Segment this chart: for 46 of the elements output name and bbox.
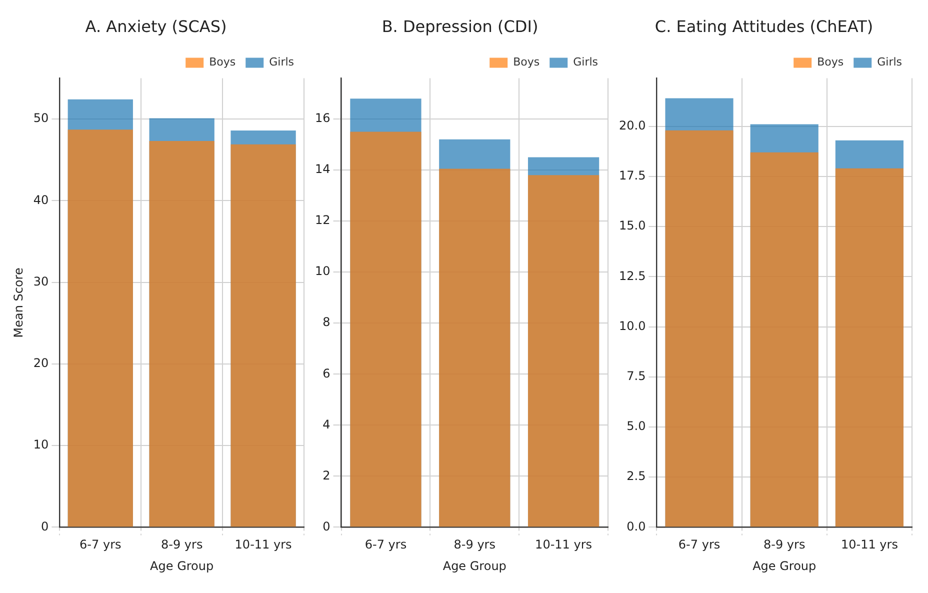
y-tick-label: 10.0: [619, 318, 646, 333]
legend-label: Boys: [209, 56, 236, 69]
x-tick-label: 10-11 yrs: [234, 538, 292, 552]
x-tick-label: 8-9 yrs: [454, 538, 496, 552]
y-tick-label: 4: [322, 417, 330, 432]
legend-label: Boys: [817, 56, 844, 69]
y-tick-label: 15.0: [619, 218, 646, 233]
legend-label: Girls: [877, 56, 902, 69]
x-axis-title: Age Group: [442, 558, 506, 573]
x-tick-label: 6-7 yrs: [364, 538, 407, 552]
legend-label: Girls: [573, 56, 598, 69]
y-tick-label: 2: [322, 468, 330, 482]
x-tick-label: 8-9 yrs: [160, 538, 203, 552]
x-tick-label: 8-9 yrs: [764, 538, 806, 552]
chart-title: A. Anxiety (SCAS): [85, 16, 227, 36]
y-axis-title: Mean Score: [11, 268, 26, 338]
y-tick-label: 50: [33, 111, 49, 126]
y-tick-label: 0: [322, 519, 330, 534]
y-tick-label: 2.5: [626, 469, 646, 484]
y-tick-label: 6: [322, 366, 330, 380]
y-tick-label: 40: [33, 192, 49, 207]
y-tick-label: 7.5: [626, 368, 646, 383]
y-tick-label: 8: [322, 315, 330, 330]
y-tick-label: 12.5: [619, 268, 646, 283]
y-tick-label: 10: [314, 264, 330, 278]
y-tick-label: 30: [33, 274, 49, 288]
x-axis-title: Age Group: [752, 558, 816, 573]
x-tick-label: 10-11 yrs: [840, 538, 898, 552]
y-tick-label: 0: [41, 519, 49, 534]
y-tick-label: 17.5: [619, 168, 646, 183]
legend-label: Boys: [513, 56, 540, 69]
x-axis-title: Age Group: [150, 558, 214, 573]
y-tick-label: 14: [314, 162, 330, 176]
y-tick-label: 5.0: [626, 419, 646, 434]
y-tick-label: 20.0: [619, 118, 646, 132]
y-tick-label: 10: [33, 438, 49, 452]
y-tick-label: 20: [33, 356, 49, 370]
x-tick-label: 6-7 yrs: [678, 538, 720, 552]
y-tick-label: 12: [314, 213, 330, 228]
x-tick-label: 6-7 yrs: [80, 538, 122, 552]
x-tick-label: 10-11 yrs: [535, 538, 592, 552]
chart-title: B. Depression (CDI): [382, 16, 538, 36]
y-tick-label: 16: [314, 111, 330, 126]
chart-title: C. Eating Attitudes (ChEAT): [654, 16, 874, 36]
legend-label: Girls: [269, 56, 294, 69]
y-tick-label: 0.0: [626, 519, 646, 534]
